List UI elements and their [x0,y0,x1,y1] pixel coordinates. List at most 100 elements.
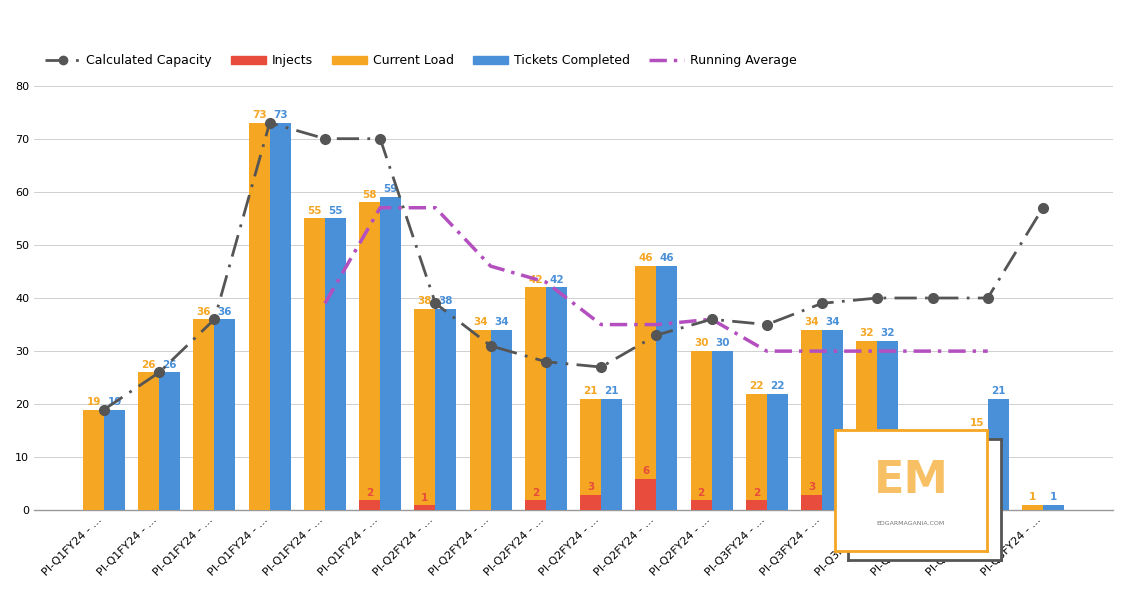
Bar [856,341,878,511]
Bar [746,394,767,511]
Text: 3: 3 [808,482,816,492]
Bar [635,266,656,511]
Calculated Capacity [981,295,995,302]
Text: 1: 1 [1029,492,1037,503]
Text: 2: 2 [367,488,373,498]
Calculated Capacity [926,295,940,302]
Text: 34: 34 [804,317,819,327]
Calculated Capacity [871,295,884,302]
Bar [1043,505,1064,511]
Calculated Capacity [97,406,111,413]
Bar [194,319,214,511]
Text: 15: 15 [970,418,985,428]
Text: 19: 19 [107,397,122,407]
Calculated Capacity [816,299,829,307]
Bar [359,203,380,511]
Bar [967,431,988,511]
Line: Calculated Capacity: Calculated Capacity [99,118,1048,414]
Text: 26: 26 [141,360,156,370]
Bar [469,330,491,511]
Text: 0: 0 [863,499,871,508]
Bar [303,218,325,511]
Bar [525,287,546,511]
Text: 38: 38 [417,296,432,306]
Text: 2: 2 [752,488,760,498]
Bar [580,494,601,511]
Bar [380,197,402,511]
Text: 36: 36 [196,307,211,316]
Text: 42: 42 [528,275,543,285]
Bar [635,479,656,511]
Text: 21: 21 [605,386,619,396]
Calculated Capacity [484,342,497,350]
Text: 73: 73 [273,110,288,120]
Bar [801,494,822,511]
Text: 73: 73 [252,110,266,120]
Bar [712,351,732,511]
Bar [159,372,180,511]
Bar [325,218,346,511]
Text: 36: 36 [218,307,232,316]
Calculated Capacity [318,135,332,142]
Text: 58: 58 [362,190,377,200]
Calculated Capacity [760,321,774,328]
Text: 30: 30 [715,338,730,348]
Calculated Capacity [152,368,166,376]
Text: 30: 30 [694,338,708,348]
Calculated Capacity [705,316,719,323]
Bar [214,319,236,511]
Bar [435,309,457,511]
Text: 2: 2 [531,488,539,498]
Calculated Capacity [1037,204,1050,211]
Bar [139,372,159,511]
Bar [83,410,104,511]
Text: 34: 34 [494,317,509,327]
Text: EDGARMAGANIA.COM: EDGARMAGANIA.COM [876,522,945,526]
Calculated Capacity [208,316,221,323]
Text: 55: 55 [328,206,343,216]
Text: 3: 3 [587,482,594,492]
Bar [491,330,512,511]
Text: 34: 34 [826,317,840,327]
Bar [525,500,546,511]
Bar [746,500,767,511]
Bar [656,266,677,511]
Bar [249,123,270,511]
Text: 32: 32 [860,328,874,338]
Text: 59: 59 [384,185,398,194]
Text: 19: 19 [87,397,100,407]
Text: 46: 46 [660,253,675,264]
Text: 22: 22 [749,381,764,391]
Text: 32: 32 [881,328,895,338]
Text: 55: 55 [307,206,321,216]
Text: 3: 3 [940,482,946,492]
Text: 1: 1 [1050,492,1057,503]
Bar [767,394,787,511]
Text: 38: 38 [439,296,453,306]
Bar [988,399,1008,511]
Calculated Capacity [539,358,553,365]
Bar [270,123,291,511]
Text: 21: 21 [992,386,1005,396]
Bar [967,494,988,511]
Bar [878,341,898,511]
Calculated Capacity [429,299,442,307]
Calculated Capacity [650,332,663,339]
Text: 26: 26 [162,360,177,370]
Calculated Capacity [373,135,387,142]
Text: 1: 1 [421,493,429,503]
Bar [801,330,822,511]
Text: 3: 3 [973,482,981,492]
Bar [933,494,953,511]
Text: 21: 21 [583,386,598,396]
Bar [822,330,843,511]
Legend: Calculated Capacity, Injects, Current Load, Tickets Completed, Running Average: Calculated Capacity, Injects, Current Lo… [41,50,802,73]
Text: 46: 46 [638,253,653,264]
Calculated Capacity [263,119,276,126]
Bar [359,500,380,511]
Bar [1022,505,1043,511]
Text: 2: 2 [697,488,705,498]
Text: 22: 22 [770,381,785,391]
Text: 42: 42 [549,275,564,285]
Bar [546,287,567,511]
